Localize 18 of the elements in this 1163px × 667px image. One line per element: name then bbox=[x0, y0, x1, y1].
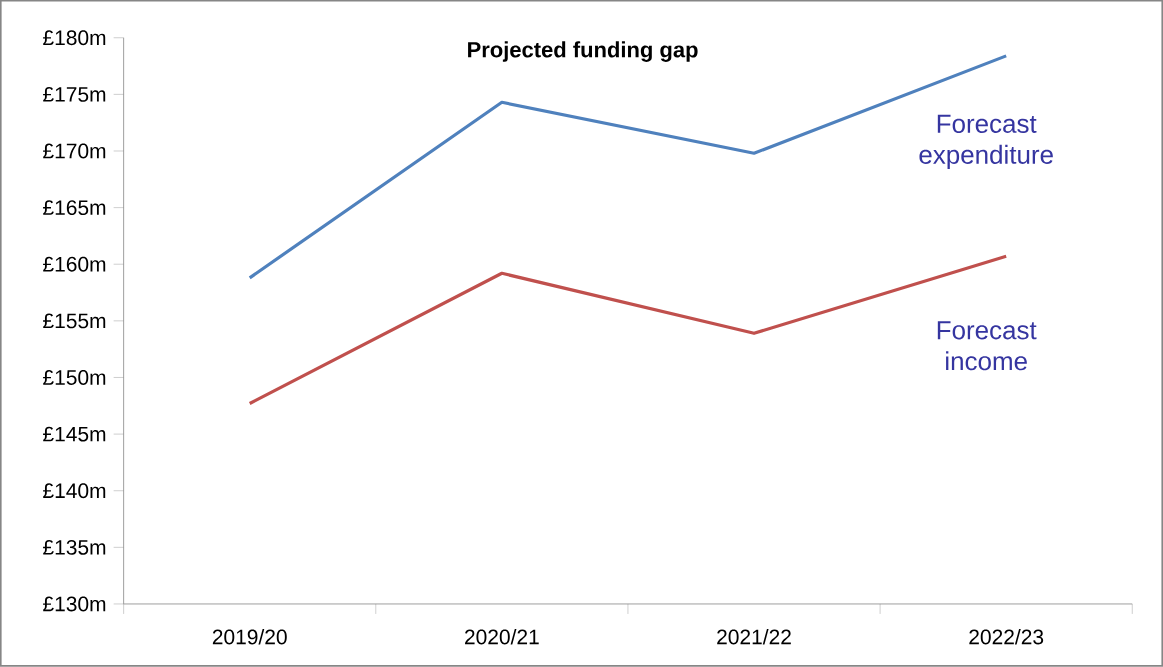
y-tick-label: £165m bbox=[43, 200, 106, 216]
y-tick-label: £145m bbox=[43, 426, 106, 442]
y-tick-label: £130m bbox=[43, 596, 106, 612]
y-tick-label: £155m bbox=[43, 313, 106, 329]
y-tick-label: £135m bbox=[43, 540, 106, 555]
y-tick-label: £150m bbox=[43, 370, 106, 386]
y-tick-label: £160m bbox=[43, 256, 106, 272]
series-label: Forecast expenditure bbox=[919, 115, 1053, 170]
y-tick-label: £180m bbox=[43, 30, 106, 46]
y-tick-label: £170m bbox=[43, 143, 106, 159]
x-tick-label: 2019/20 bbox=[212, 629, 287, 645]
x-tick-label: 2022/23 bbox=[969, 629, 1044, 645]
series-label: Forecast income bbox=[937, 321, 1037, 371]
y-tick-label: £140m bbox=[43, 483, 106, 499]
x-tick-label: 2020/21 bbox=[465, 629, 539, 645]
chart-title: Projected funding gap bbox=[468, 41, 698, 63]
y-tick-label: £175m bbox=[43, 87, 106, 102]
x-tick-label: 2021/22 bbox=[717, 629, 791, 645]
